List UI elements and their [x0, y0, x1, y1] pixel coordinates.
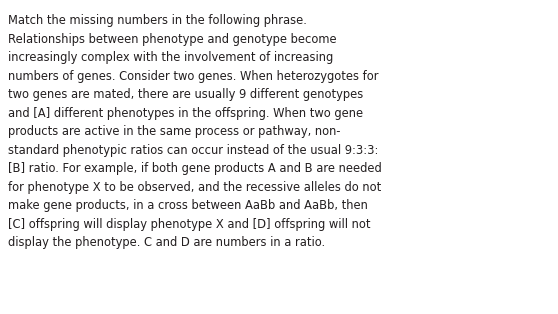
Text: Match the missing numbers in the following phrase.
Relationships between phenoty: Match the missing numbers in the followi… — [8, 14, 382, 249]
